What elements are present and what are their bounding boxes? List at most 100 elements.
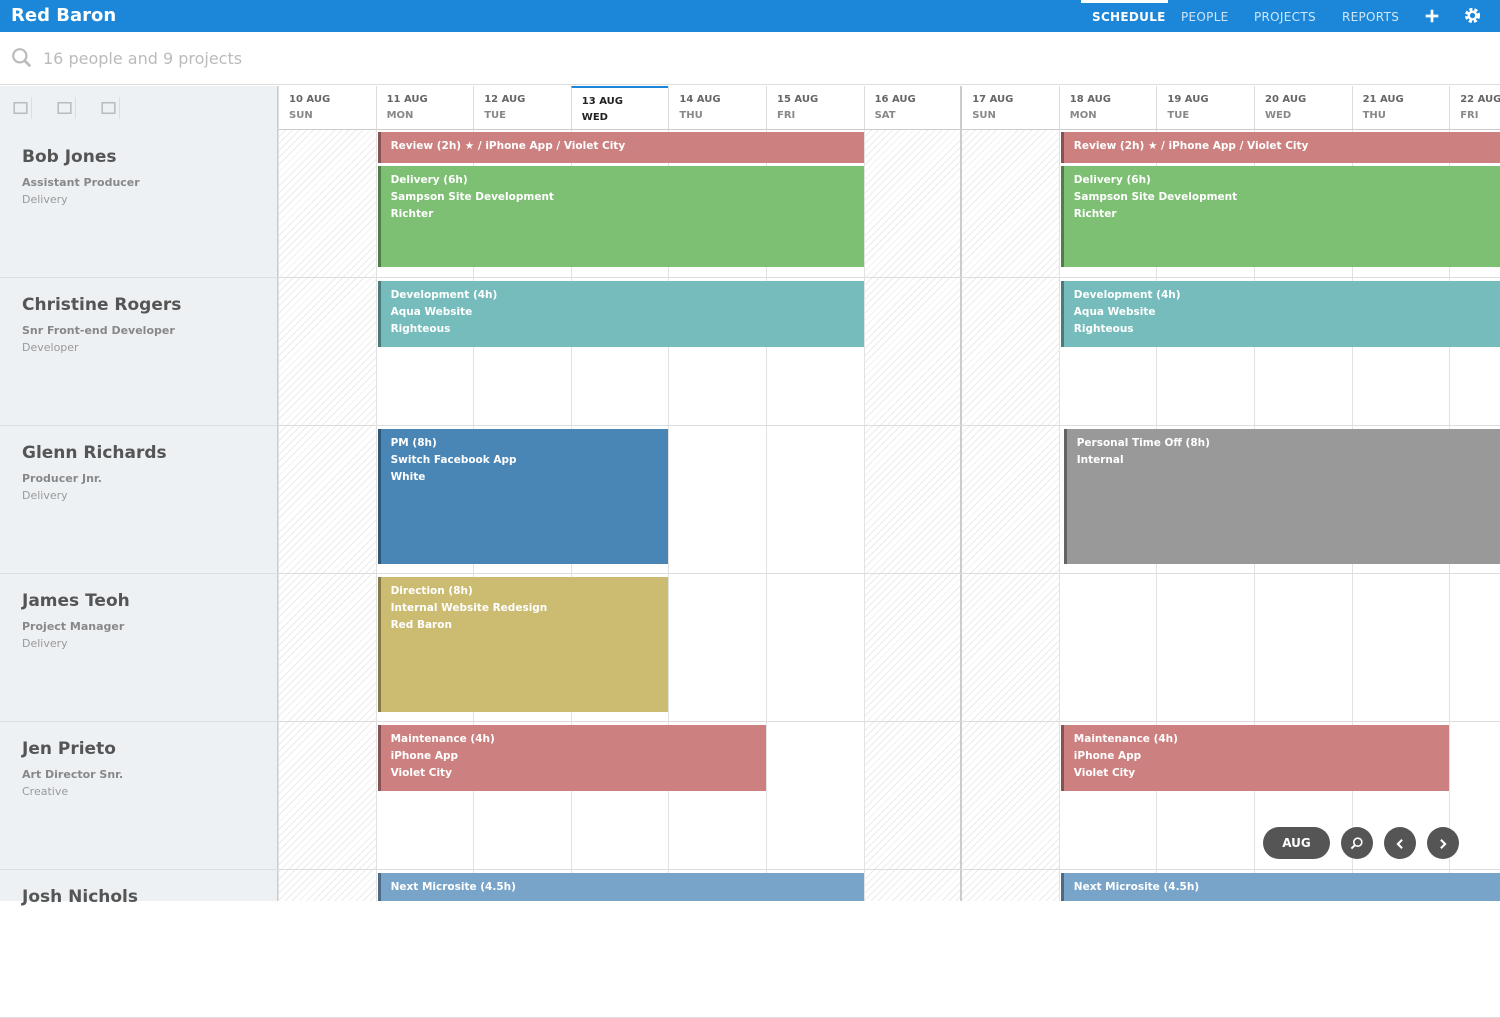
day-weekday: TUE xyxy=(484,110,506,121)
task-line: Red Baron xyxy=(390,619,452,631)
day-header: 11 AUG MON xyxy=(375,86,474,130)
task-block[interactable]: Delivery (6h) Sampson Site Development Ric… xyxy=(377,166,864,267)
nav-item[interactable]: PEOPLE xyxy=(1181,10,1229,24)
nav-item[interactable]: SCHEDULE xyxy=(1092,10,1166,24)
toolbar-button[interactable] xyxy=(54,97,76,119)
task-line: Direction (8h) xyxy=(390,585,473,597)
search-bar: 16 people and 9 projects xyxy=(0,32,1500,85)
day-header: 17 AUG SUN xyxy=(961,86,1059,130)
task-block[interactable]: Direction (8h) Internal Website Redesign R… xyxy=(377,577,669,712)
day-column xyxy=(1058,130,1157,901)
day-date: 19 AUG xyxy=(1167,94,1209,105)
task-block[interactable]: Next Microsite (4.5h) xyxy=(1060,873,1500,901)
top-bar: Red Baron SCHEDULE PEOPLE PROJECTS REPORTS xyxy=(0,0,1500,32)
task-line: Switch Facebook App xyxy=(390,454,517,466)
day-column xyxy=(375,130,474,901)
person-team: Delivery xyxy=(22,193,68,206)
task-line: Personal Time Off (8h) xyxy=(1076,437,1210,449)
person-name[interactable]: Glenn Richards xyxy=(22,443,167,463)
task-block[interactable]: Review (2h) ★ / iPhone App / Violet City xyxy=(1060,132,1500,163)
task-line: Sampson Site Development xyxy=(390,191,554,203)
task-block[interactable]: Maintenance (4h) iPhone App Violet City xyxy=(1060,725,1450,791)
day-date: 21 AUG xyxy=(1362,94,1404,105)
task-line: iPhone App xyxy=(390,750,458,762)
person-team: Delivery xyxy=(22,637,68,650)
task-line: Next Microsite (4.5h) xyxy=(390,881,516,893)
day-date: 17 AUG xyxy=(972,94,1014,105)
day-date: 18 AUG xyxy=(1069,94,1111,105)
person-team: Creative xyxy=(22,785,69,798)
day-header: 13 AUG WED xyxy=(570,86,669,130)
task-block[interactable]: PM (8h) Switch Facebook App White xyxy=(377,429,669,564)
day-date: 20 AUG xyxy=(1265,94,1307,105)
person-name[interactable]: Jen Prieto xyxy=(22,739,116,759)
day-weekday: THU xyxy=(1362,110,1386,121)
person-name[interactable]: Bob Jones xyxy=(22,147,117,167)
task-block[interactable]: Personal Time Off (8h) Internal xyxy=(1063,429,1500,564)
person-team: Delivery xyxy=(22,489,68,502)
person-row xyxy=(0,130,1500,278)
task-line: Righteous xyxy=(1073,323,1134,335)
zoom-button[interactable] xyxy=(1341,827,1373,859)
person-name[interactable]: Christine Rogers xyxy=(22,295,182,315)
task-line: Maintenance (4h) xyxy=(390,733,495,745)
day-header: 12 AUG TUE xyxy=(473,86,571,130)
nav-item[interactable]: REPORTS xyxy=(1342,10,1400,24)
add-button-glyph xyxy=(1425,9,1439,23)
day-header: 19 AUG TUE xyxy=(1156,86,1254,130)
toolbar-button[interactable] xyxy=(10,97,32,119)
week-divider xyxy=(960,86,963,901)
task-block[interactable]: Development (4h) Aqua Website Righteous xyxy=(377,281,864,347)
task-line: Violet City xyxy=(390,767,452,779)
day-header: 15 AUG FRI xyxy=(766,86,864,130)
day-date: 22 AUG xyxy=(1460,94,1500,105)
prev-button[interactable] xyxy=(1384,827,1416,859)
task-line: Richter xyxy=(390,208,434,220)
search-placeholder[interactable]: 16 people and 9 projects xyxy=(43,49,243,68)
add-button[interactable] xyxy=(1423,7,1441,25)
task-block[interactable]: Delivery (6h) Sampson Site Development Ric… xyxy=(1060,166,1500,267)
task-line: Maintenance (4h) xyxy=(1073,733,1178,745)
task-block[interactable]: Next Microsite (4.5h) xyxy=(377,873,864,901)
nav-item[interactable]: PROJECTS xyxy=(1254,10,1316,24)
task-line: Delivery (6h) xyxy=(1073,174,1151,186)
task-block[interactable]: Review (2h) ★ / iPhone App / Violet City xyxy=(377,132,864,163)
toolbar-button-glyph xyxy=(13,101,28,115)
day-header: 14 AUG THU xyxy=(668,86,766,130)
day-weekday: SAT xyxy=(874,110,896,121)
settings-button[interactable] xyxy=(1463,6,1482,25)
day-weekday: FRI xyxy=(1460,110,1479,121)
person-title: Project Manager xyxy=(22,620,125,633)
month-button[interactable]: AUG xyxy=(1263,827,1330,859)
day-date: 14 AUG xyxy=(679,94,721,105)
day-weekday: TUE xyxy=(1167,110,1190,121)
day-header: 18 AUG MON xyxy=(1058,86,1157,130)
day-weekday: SUN xyxy=(289,110,313,121)
task-line: Aqua Website xyxy=(1073,306,1156,318)
person-name[interactable]: James Teoh xyxy=(22,591,130,611)
task-line: Aqua Website xyxy=(390,306,473,318)
task-line: Development (4h) xyxy=(390,289,498,301)
toolbar-button[interactable] xyxy=(98,97,120,119)
person-row xyxy=(0,574,1500,722)
person-title: Art Director Snr. xyxy=(22,768,124,781)
next-button[interactable] xyxy=(1427,827,1459,859)
task-line: PM (8h) xyxy=(390,437,437,449)
search-icon-glyph xyxy=(12,48,32,68)
task-block[interactable]: Development (4h) Aqua Website Righteous xyxy=(1060,281,1500,347)
toolbar-button-glyph xyxy=(57,101,72,115)
person-name[interactable]: Josh Nichols xyxy=(22,887,139,907)
day-date: 15 AUG xyxy=(777,94,819,105)
day-column xyxy=(668,130,766,901)
toolbar-button-glyph xyxy=(101,101,116,115)
task-line: Internal xyxy=(1076,454,1124,466)
day-date: 13 AUG xyxy=(581,96,623,107)
search-icon xyxy=(11,47,33,69)
task-block[interactable]: Maintenance (4h) iPhone App Violet City xyxy=(377,725,766,791)
next-button-glyph xyxy=(1440,839,1447,849)
day-date: 11 AUG xyxy=(386,94,428,105)
day-column xyxy=(278,130,376,901)
person-row xyxy=(0,278,1500,426)
